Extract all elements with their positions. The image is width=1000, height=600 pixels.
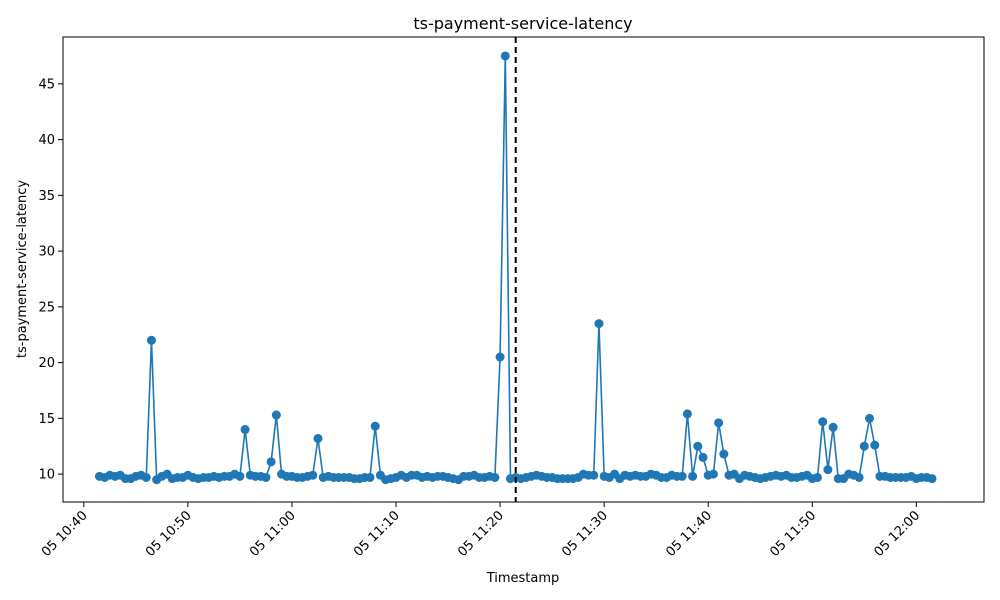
x-tick-label: 05 10:50 [143, 508, 195, 560]
x-tick-label: 05 11:00 [247, 508, 299, 560]
data-point [708, 469, 718, 479]
y-tick-label: 20 [38, 356, 55, 371]
data-point [146, 335, 156, 345]
y-tick-label: 15 [38, 412, 55, 427]
x-tick-label: 05 11:10 [351, 508, 403, 560]
data-point [271, 410, 281, 420]
y-tick-label: 25 [38, 300, 55, 315]
data-point [677, 471, 687, 481]
y-tick-label: 40 [38, 133, 55, 148]
y-tick-label: 45 [38, 77, 55, 92]
x-axis-title: Timestamp [486, 571, 560, 586]
data-point [240, 425, 250, 435]
x-tick-label: 05 12:00 [871, 508, 923, 560]
data-point [266, 457, 276, 467]
y-axis: 10 15 20 25 30 35 40 45 [38, 77, 63, 483]
latency-series-markers [94, 51, 937, 485]
data-point [261, 472, 271, 482]
y-tick-label: 35 [38, 189, 55, 204]
data-point [818, 417, 828, 427]
data-point [812, 472, 822, 482]
data-point [370, 421, 380, 431]
x-tick-label: 05 10:40 [39, 508, 91, 560]
data-point [308, 470, 318, 480]
data-point [854, 472, 864, 482]
x-tick-label: 05 11:30 [559, 508, 611, 560]
data-point [693, 441, 703, 451]
data-point [714, 418, 724, 428]
data-point [589, 470, 599, 480]
data-point [927, 474, 937, 484]
data-point [859, 441, 869, 451]
y-tick-label: 30 [38, 245, 55, 260]
x-tick-label: 05 11:20 [455, 508, 507, 560]
data-point [865, 413, 875, 423]
chart-title: ts-payment-service-latency [413, 14, 632, 33]
x-tick-label: 05 11:50 [767, 508, 819, 560]
data-point [682, 409, 692, 419]
y-tick-label: 10 [38, 468, 55, 483]
data-point [141, 472, 151, 482]
data-point [313, 433, 323, 443]
data-point [490, 472, 500, 482]
data-point [365, 472, 375, 482]
data-point [823, 465, 833, 475]
data-point [698, 452, 708, 462]
data-point [594, 319, 604, 329]
data-point [235, 471, 245, 481]
data-point [719, 449, 729, 459]
y-axis-title: ts-payment-service-latency [15, 180, 30, 358]
x-tick-label: 05 11:40 [663, 508, 715, 560]
x-axis: 05 10:40 05 10:50 05 11:00 05 11:10 05 11:20… [39, 502, 923, 560]
data-point [870, 440, 880, 450]
data-point [495, 352, 505, 362]
data-point [688, 471, 698, 481]
data-point [500, 51, 510, 61]
plot-area-frame [62, 36, 985, 503]
data-point [828, 422, 838, 432]
